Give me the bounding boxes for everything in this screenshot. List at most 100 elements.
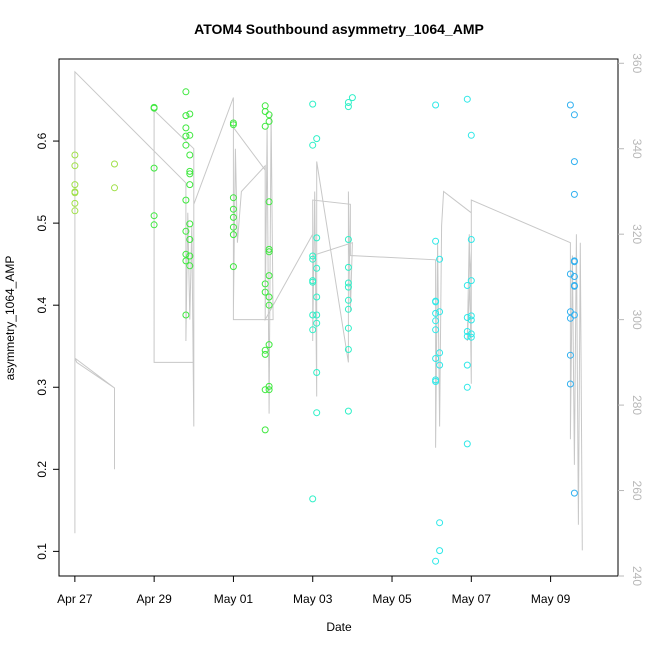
- data-point: [313, 264, 321, 272]
- data-point: [182, 132, 190, 140]
- data-point: [309, 311, 317, 319]
- data-point: [186, 220, 194, 228]
- data-point: [467, 330, 475, 338]
- data-point: [570, 111, 578, 119]
- data-point: [467, 312, 475, 320]
- data-point: [265, 245, 273, 253]
- data-point: [309, 495, 317, 503]
- data-point: [566, 101, 574, 109]
- y2-tick-label: 340: [630, 139, 644, 159]
- data-point: [436, 349, 444, 357]
- data-point: [570, 273, 578, 280]
- data-point: [71, 189, 79, 197]
- data-point: [313, 409, 321, 417]
- x-tick-label: May 03: [293, 592, 333, 606]
- data-point: [71, 151, 79, 159]
- line-series: [74, 70, 583, 551]
- data-point: [265, 117, 273, 125]
- data-point: [313, 234, 321, 242]
- data-point: [432, 378, 440, 385]
- data-point: [313, 135, 321, 143]
- y2-tick-label: 260: [630, 481, 644, 501]
- data-point: [186, 236, 194, 243]
- data-point: [265, 272, 273, 280]
- x-tick-label: May 01: [214, 592, 254, 606]
- y2-tick-label: 320: [630, 224, 644, 244]
- data-point: [111, 184, 118, 192]
- data-point: [182, 250, 190, 258]
- y-tick-label: 0.2: [35, 461, 49, 478]
- data-point: [150, 212, 158, 220]
- x-tick-label: Apr 27: [57, 592, 93, 606]
- data-point: [566, 351, 574, 359]
- data-point: [229, 121, 237, 129]
- data-point: [348, 94, 356, 102]
- x-axis: Apr 27 Apr 29 May 01 May 03 May 05 May 07 May …: [57, 576, 571, 606]
- data-point: [186, 131, 194, 139]
- data-point: [229, 194, 237, 202]
- chart-title: ATOM4 Southbound asymmetry_1064_AMP: [194, 21, 484, 37]
- data-point: [436, 519, 444, 527]
- data-point: [150, 104, 158, 112]
- data-point: [229, 213, 237, 221]
- data-point: [344, 103, 352, 111]
- data-point: [261, 280, 269, 288]
- data-point: [150, 221, 158, 229]
- y-tick-label: 0.1: [35, 543, 49, 560]
- data-point: [182, 124, 190, 132]
- data-point: [186, 151, 194, 159]
- data-point: [182, 311, 190, 319]
- data-point: [436, 547, 444, 555]
- data-point: [432, 355, 440, 362]
- plot-frame: [58, 58, 619, 577]
- data-point: [309, 252, 317, 260]
- x-axis-label: Date: [326, 620, 352, 634]
- data-point: [265, 301, 273, 309]
- data-point: [309, 278, 317, 286]
- data-point: [463, 95, 471, 103]
- data-point: [261, 350, 269, 358]
- data-point: [570, 282, 578, 290]
- data-point: [344, 283, 352, 291]
- data-point: [261, 288, 269, 296]
- data-point: [344, 346, 352, 353]
- y-axis: 0.1 0.2 0.3 0.4 0.5 0.6: [35, 132, 59, 560]
- data-point: [261, 102, 269, 110]
- data-point: [111, 160, 118, 168]
- data-point: [71, 199, 79, 207]
- data-point: [344, 305, 352, 313]
- data-point: [570, 158, 578, 166]
- y2-tick-label: 280: [630, 395, 644, 415]
- data-point: [570, 190, 578, 198]
- data-point: [432, 557, 440, 565]
- data-point: [182, 196, 190, 204]
- data-point: [261, 426, 269, 434]
- x-tick-label: May 09: [531, 592, 571, 606]
- data-point: [313, 311, 321, 319]
- data-point: [467, 236, 475, 243]
- data-point: [229, 205, 237, 213]
- data-point: [463, 282, 471, 289]
- data-point: [265, 382, 273, 390]
- data-point: [71, 181, 79, 189]
- y-tick-label: 0.4: [35, 297, 49, 314]
- x-tick-label: May 07: [452, 592, 492, 606]
- data-point: [309, 141, 317, 149]
- data-point: [182, 257, 190, 265]
- y2-tick-label: 300: [630, 310, 644, 330]
- data-point: [570, 311, 578, 319]
- x-tick-label: May 05: [372, 592, 412, 606]
- data-point: [313, 369, 321, 376]
- data-point: [570, 258, 578, 266]
- data-point: [344, 236, 352, 243]
- data-point: [265, 111, 273, 119]
- data-point: [344, 279, 352, 287]
- data-point: [186, 252, 194, 260]
- data-point: [344, 263, 352, 271]
- y2-tick-label: 240: [630, 566, 644, 586]
- data-point: [265, 198, 273, 206]
- data-point: [182, 141, 190, 149]
- data-point: [570, 489, 578, 497]
- y-axis-label: asymmetry_1064_AMP: [3, 256, 17, 381]
- data-point: [344, 99, 352, 106]
